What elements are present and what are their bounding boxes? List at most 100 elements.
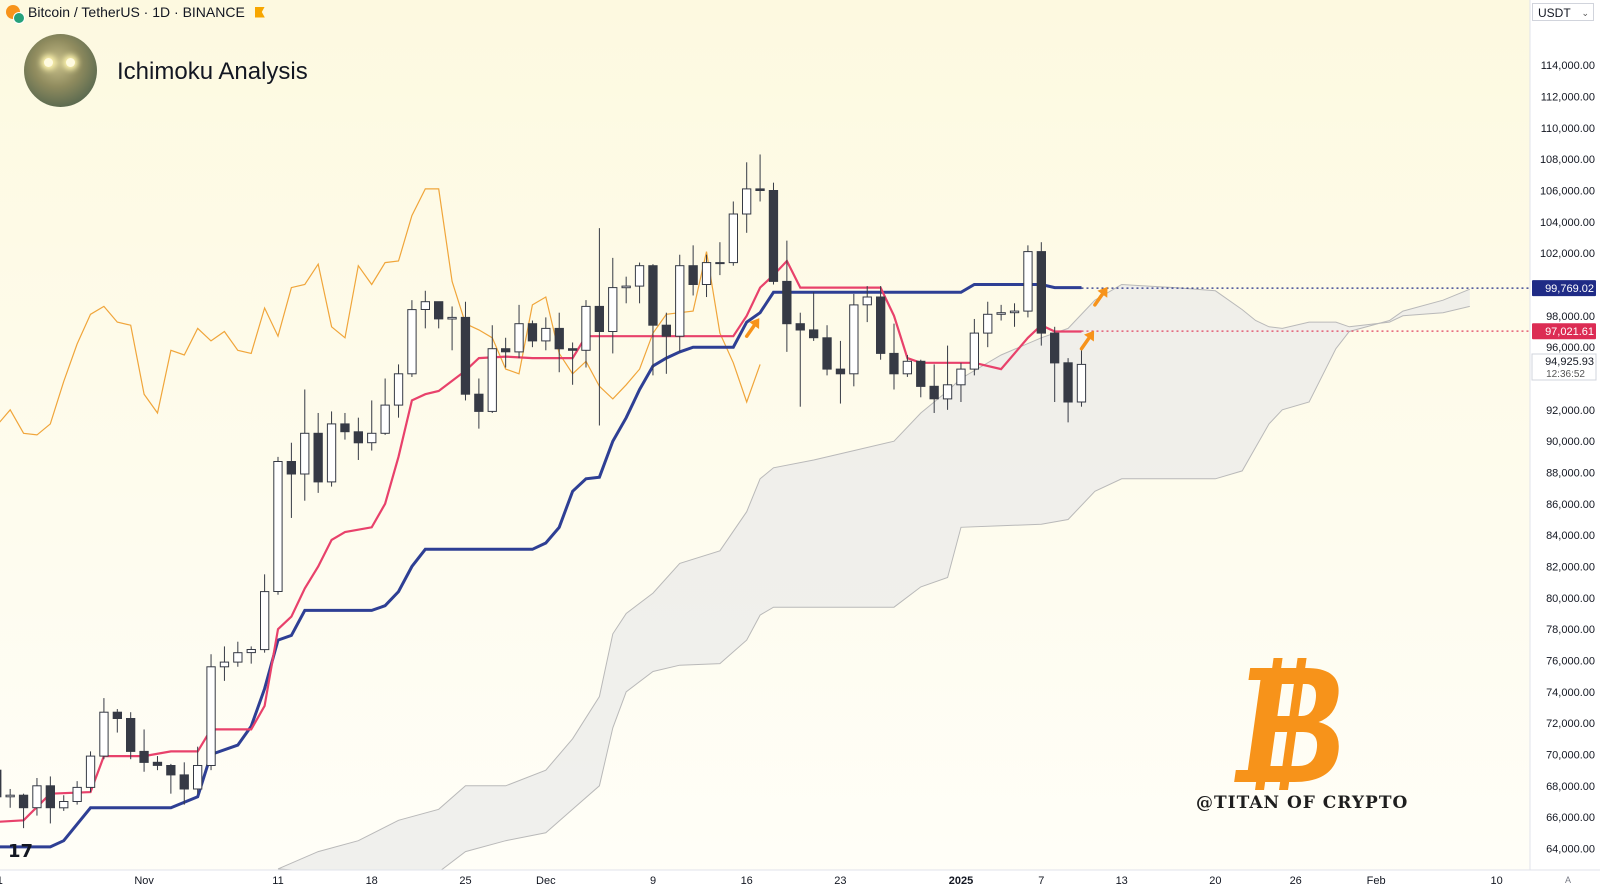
- candle-body: [889, 352, 899, 375]
- candle: [407, 300, 417, 377]
- candle-body: [956, 368, 966, 386]
- candle: [1023, 245, 1033, 318]
- candle-body: [420, 301, 431, 311]
- y-tick-label: 72,000.00: [1546, 718, 1595, 730]
- candle: [568, 342, 578, 385]
- page-title: Ichimoku Analysis: [117, 58, 308, 85]
- watermark: @TITAN OF CRYPTO: [1196, 793, 1409, 813]
- candle-body: [594, 305, 605, 332]
- candle-body: [822, 337, 832, 370]
- candle-body: [581, 305, 591, 351]
- x-tick-label: 11: [272, 875, 283, 887]
- y-tick-label: 92,000.00: [1546, 405, 1595, 417]
- candle: [487, 325, 497, 413]
- candle-body: [99, 711, 109, 757]
- candle-body: [273, 461, 283, 592]
- arrow-up-icon: [1079, 330, 1095, 351]
- candle-body: [514, 323, 524, 353]
- time-axis-background: [0, 870, 1600, 890]
- candle-body: [72, 786, 82, 803]
- y-tick-label: 104,000.00: [1540, 217, 1595, 229]
- arrow-up-icon: [1093, 286, 1108, 307]
- avatar-eye-right: [66, 58, 75, 67]
- candle: [661, 312, 672, 374]
- y-tick-label: 68,000.00: [1546, 781, 1595, 793]
- candle-body: [1036, 251, 1046, 334]
- candle-body: [45, 785, 56, 809]
- candles: [0, 154, 1087, 829]
- candle: [380, 378, 390, 435]
- arrow-head: [1097, 286, 1108, 298]
- candle-body: [59, 801, 69, 809]
- candle: [1009, 303, 1020, 327]
- bitcoin-icon: [1234, 658, 1339, 790]
- last-price-text: 94,925.93: [1545, 356, 1594, 368]
- candle-body: [206, 666, 216, 766]
- currency-selector[interactable]: USDT ⌄: [1532, 3, 1594, 21]
- candle-body: [233, 652, 243, 663]
- x-tick-label: Dec: [536, 875, 556, 887]
- arrow-head: [1084, 330, 1095, 342]
- candle-body: [996, 312, 1006, 315]
- candle-body: [32, 785, 42, 809]
- x-tick-label: 10: [1490, 875, 1502, 887]
- candle-body: [688, 265, 698, 286]
- candle: [956, 362, 966, 402]
- candle: [447, 306, 457, 351]
- avatar-eye-left: [44, 58, 53, 67]
- candle-body: [916, 360, 926, 387]
- symbol-bar[interactable]: Bitcoin / TetherUS · 1D · BINANCE: [6, 4, 265, 24]
- tenkan-price-text: 97,021.61: [1545, 326, 1594, 338]
- x-tick-label: Feb: [1367, 875, 1386, 887]
- auto-scale-button[interactable]: A: [1564, 875, 1571, 885]
- candle: [742, 162, 752, 233]
- candle-body: [139, 750, 149, 763]
- avatar: [24, 34, 97, 107]
- candle-body: [501, 348, 511, 353]
- y-tick-label: 112,000.00: [1541, 92, 1595, 104]
- candle: [59, 795, 69, 811]
- candle-body: [728, 213, 739, 264]
- candle: [420, 290, 431, 329]
- candle: [45, 776, 56, 824]
- candle-body: [1063, 362, 1073, 403]
- candle-body: [929, 385, 939, 400]
- candle-body: [715, 262, 725, 265]
- x-tick-label: 2025: [949, 875, 973, 887]
- candle-body: [313, 432, 323, 483]
- candle-body: [876, 296, 886, 354]
- candle-body: [983, 313, 993, 334]
- candle-body: [809, 329, 819, 339]
- y-tick-label: 82,000.00: [1546, 562, 1595, 574]
- candle: [768, 182, 779, 285]
- candle-body: [407, 309, 417, 375]
- candle-body: [1023, 251, 1033, 312]
- tradingview-logo[interactable]: 17: [8, 841, 34, 862]
- annotations: [744, 286, 1108, 351]
- candle-body: [568, 348, 578, 351]
- candle: [99, 698, 109, 760]
- candle: [527, 320, 538, 348]
- candle: [608, 257, 618, 354]
- candle-body: [849, 304, 859, 375]
- y-tick-label: 76,000.00: [1546, 656, 1595, 668]
- flag-icon: [254, 6, 265, 18]
- arrow-up-icon: [744, 318, 760, 338]
- x-tick-label: 13: [1116, 875, 1128, 887]
- chikou-line: [0, 188, 761, 436]
- candle-body: [300, 432, 310, 475]
- candle-body: [1009, 310, 1020, 314]
- candle-body: [1076, 363, 1087, 403]
- y-tick-label: 114,000.00: [1541, 60, 1595, 72]
- chevron-down-icon: ⌄: [1581, 8, 1589, 18]
- candle: [126, 712, 136, 760]
- candle: [876, 286, 886, 360]
- price-axis-background: [1530, 0, 1600, 890]
- x-tick-label: 18: [366, 875, 378, 887]
- candle: [18, 793, 29, 829]
- candle-body: [795, 323, 805, 331]
- cloud-fill: [278, 284, 1470, 872]
